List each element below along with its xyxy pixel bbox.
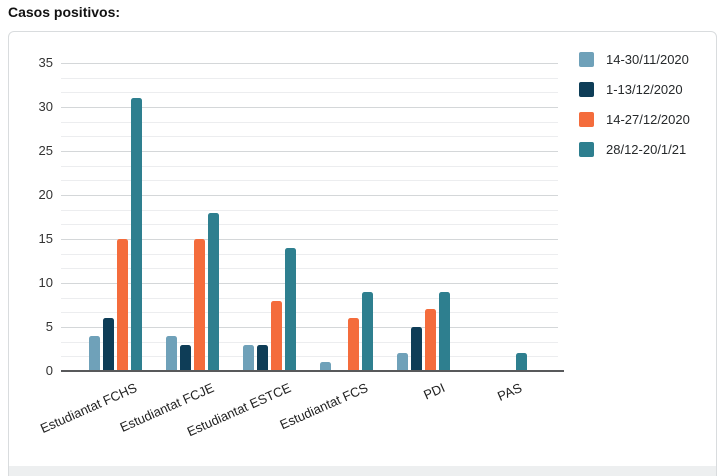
bar-estudiantat-fchs-s2[interactable] [102,318,114,371]
gridline-major [61,195,558,196]
bar-pdi-s3[interactable] [424,309,436,371]
gridline-major [61,327,558,328]
bar-estudiantat-estce-s4[interactable] [284,247,296,371]
gridline-major [61,239,558,240]
gridline-minor [61,297,558,299]
y-axis-tick-label: 35 [38,55,53,70]
bar-pdi-s4[interactable] [438,291,450,371]
legend-item[interactable]: 14-27/12/2020 [579,112,690,127]
bar-estudiantat-fcje-s4[interactable] [207,212,219,371]
x-axis-label: PDI [421,380,448,403]
bar-estudiantat-fcs-s1[interactable] [319,362,331,371]
legend-item[interactable]: 28/12-20/1/21 [579,142,690,157]
bar-estudiantat-fchs-s3[interactable] [116,239,128,371]
legend-swatch [579,82,594,97]
x-axis-label: Estudiantat ESTCE [184,380,294,440]
legend-label: 14-27/12/2020 [606,112,690,127]
gridline-minor [61,92,558,94]
gridline-minor [61,121,558,123]
bar-estudiantat-fcje-s2[interactable] [179,344,191,371]
bar-pdi-s1[interactable] [396,353,408,371]
chart-card: 0 5 10 15 20 25 30 35 Estudiantat FCHS Estudianta… [8,31,717,476]
x-axis-label: PAS [495,380,525,404]
gridline-minor [61,312,558,314]
bar-estudiantat-fchs-s1[interactable] [88,335,100,371]
legend: 14-30/11/2020 1-13/12/2020 14-27/12/2020 28… [579,52,690,172]
x-axis-label: Estudiantat FCJE [117,380,217,435]
legend-item[interactable]: 14-30/11/2020 [579,52,690,67]
bar-estudiantat-estce-s2[interactable] [256,344,268,371]
legend-label: 28/12-20/1/21 [606,142,687,157]
gridline-major [61,107,558,108]
legend-label: 14-30/11/2020 [606,52,689,67]
legend-swatch [579,112,594,127]
gridline-major [61,151,558,152]
gridline-minor [61,341,558,343]
gridline-minor [61,136,558,138]
bar-estudiantat-estce-s3[interactable] [270,300,282,371]
gridline-minor [61,165,558,167]
bar-pdi-s2[interactable] [410,327,422,371]
x-axis-line [61,370,564,372]
bar-estudiantat-fchs-s4[interactable] [130,98,142,371]
legend-label: 1-13/12/2020 [606,82,683,97]
bar-estudiantat-fcje-s3[interactable] [193,239,205,371]
bar-pas-s4[interactable] [515,353,527,371]
legend-item[interactable]: 1-13/12/2020 [579,82,690,97]
y-axis-tick-label: 10 [38,275,53,290]
y-axis-tick-label: 15 [38,231,53,246]
gridline-minor [61,224,558,226]
y-axis-tick-label: 20 [38,187,53,202]
gridline-minor [61,356,558,358]
plot-area: 0 5 10 15 20 25 30 35 Estudiantat FCHS Estudianta… [9,32,716,476]
gridline-major [61,63,558,64]
legend-swatch [579,142,594,157]
gridline-major [61,283,558,284]
bar-estudiantat-fcje-s1[interactable] [165,335,177,371]
gridline-minor [61,209,558,211]
bar-estudiantat-fcs-s4[interactable] [361,291,373,371]
y-axis-tick-label: 25 [38,143,53,158]
y-axis-tick-label: 5 [45,319,53,334]
card-footer [9,466,716,476]
bar-estudiantat-fcs-s3[interactable] [347,318,359,371]
gridline-minor [61,77,558,79]
chart-title: Casos positivos: [8,4,121,20]
gridline-minor [61,180,558,182]
gridline-minor [61,268,558,270]
legend-swatch [579,52,594,67]
y-axis-tick-label: 30 [38,99,53,114]
gridline-minor [61,253,558,255]
bar-estudiantat-estce-s1[interactable] [242,344,254,371]
x-axis-label: Estudiantat FCS [277,380,371,433]
y-axis-tick-label: 0 [45,363,53,378]
